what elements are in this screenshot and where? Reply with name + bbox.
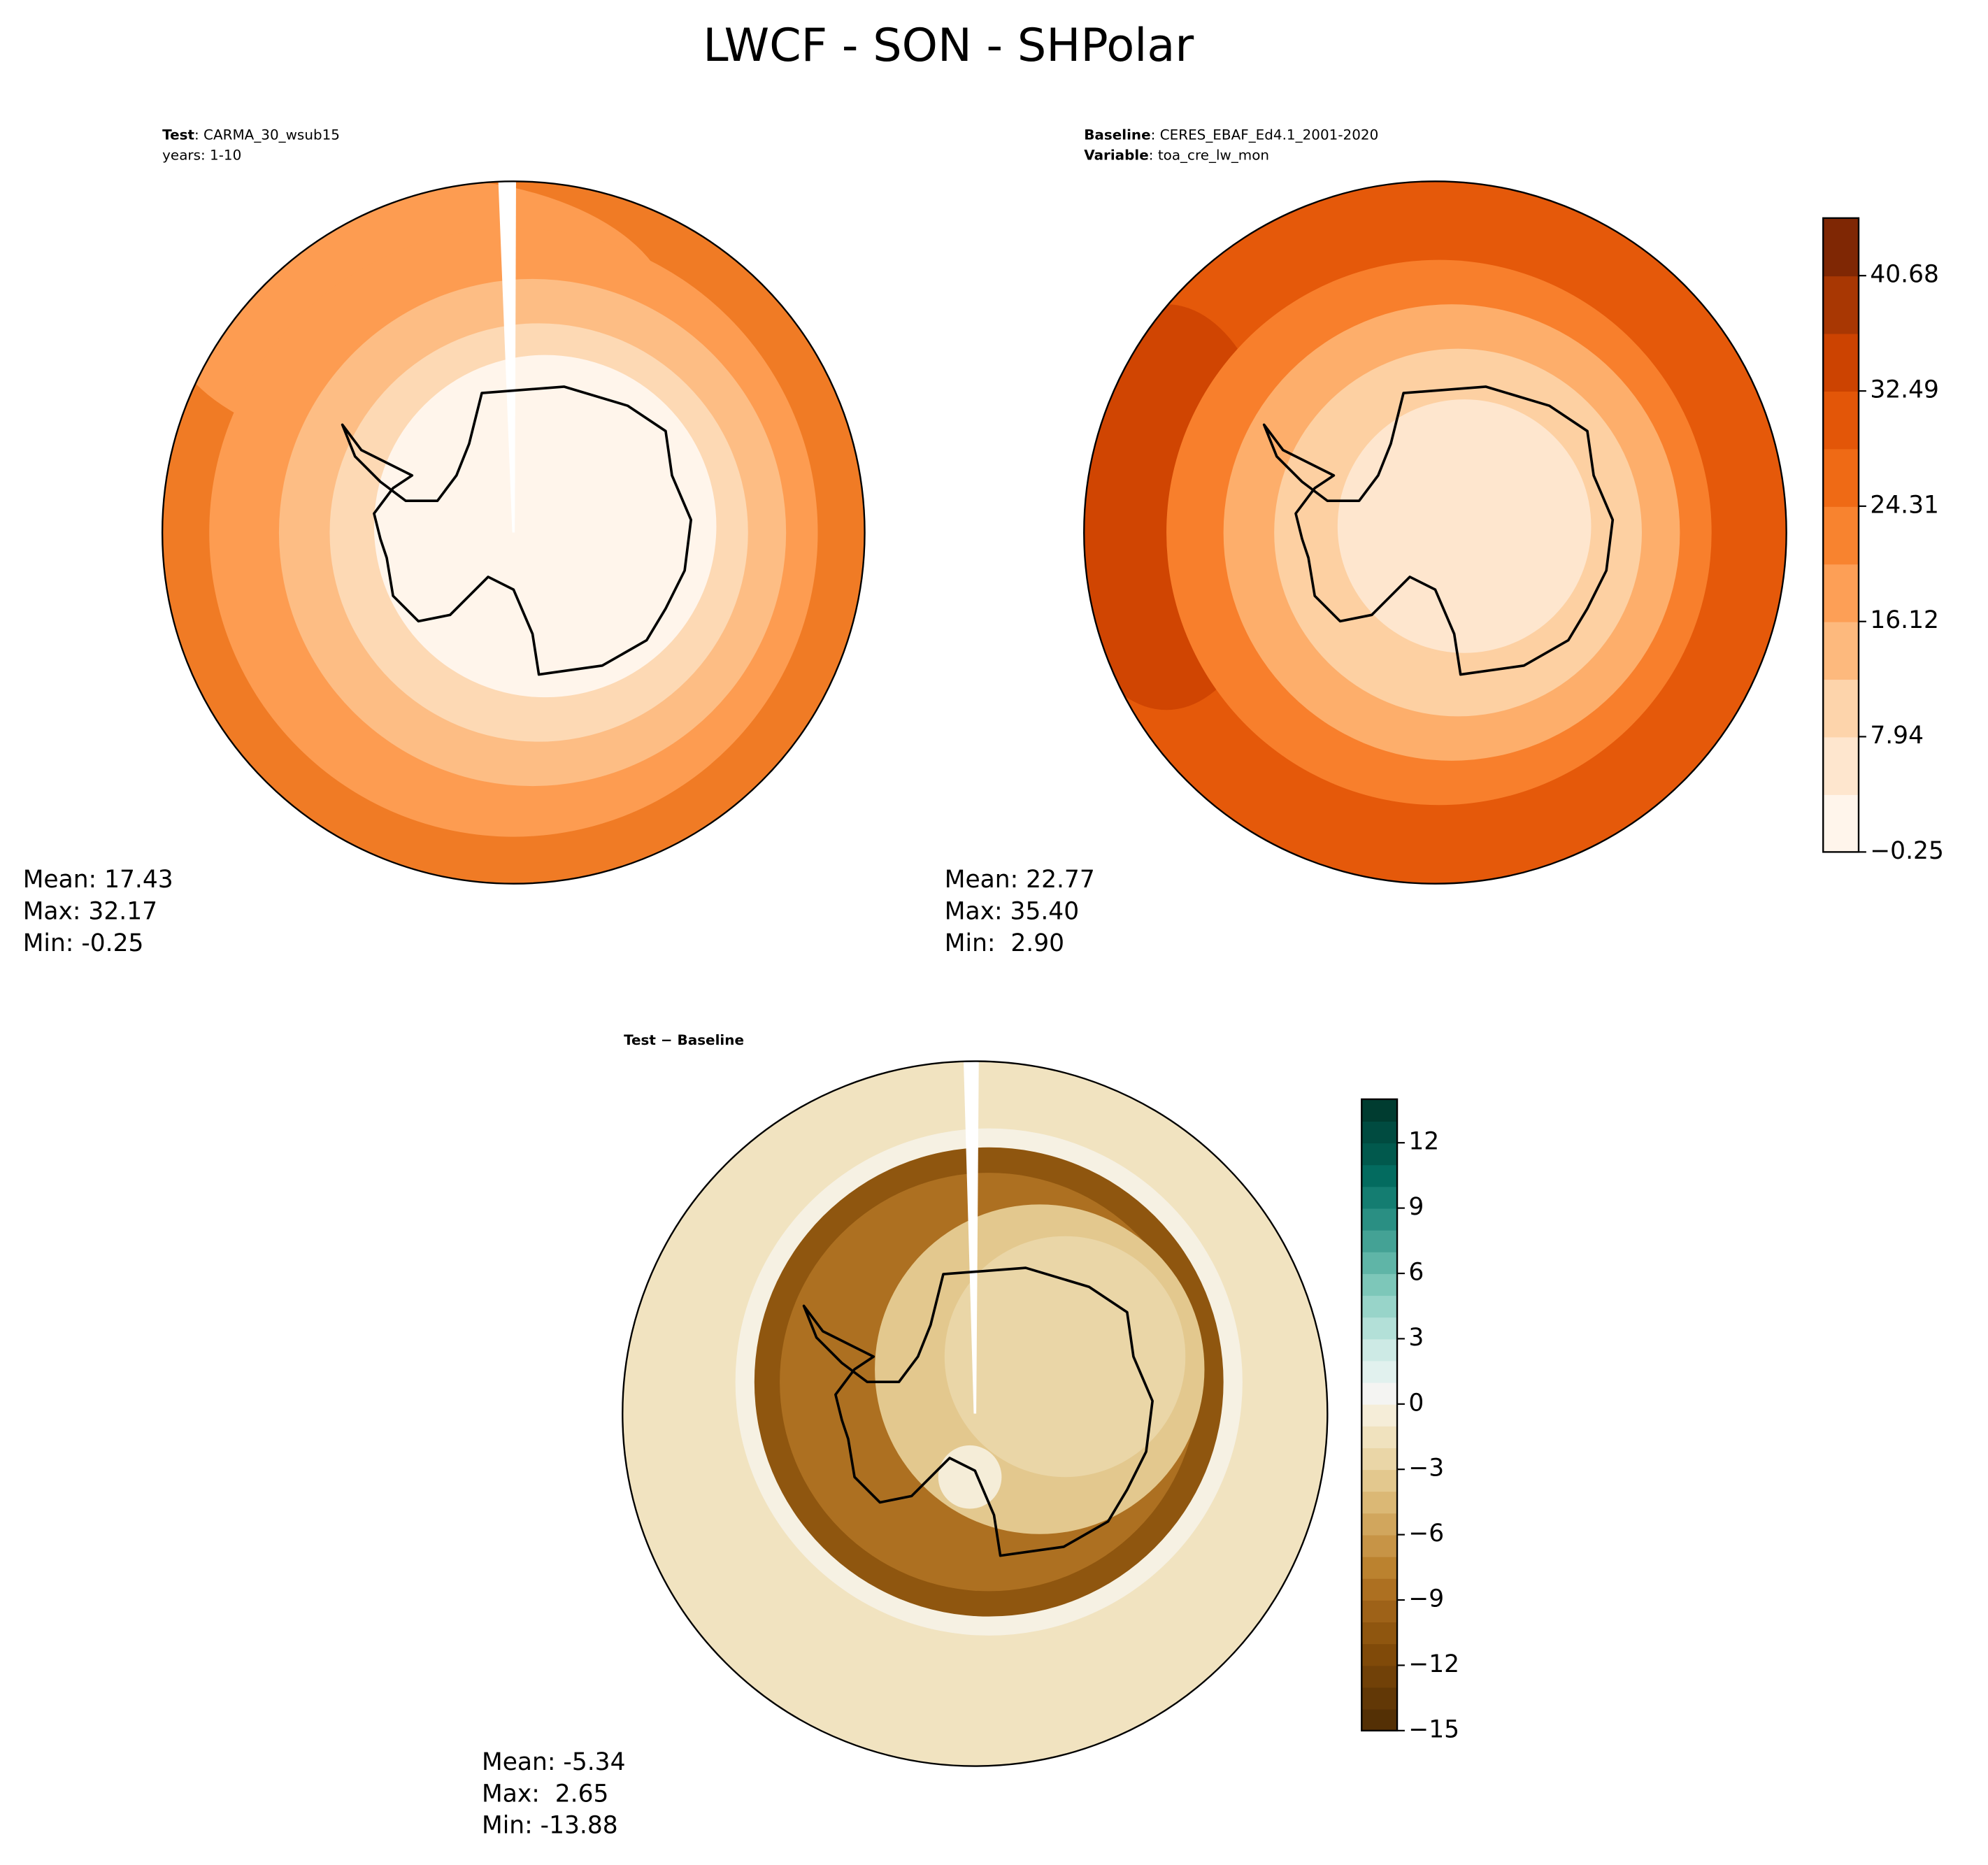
header-key: Baseline [1084,126,1150,143]
panel-header: Test: CARMA_30_wsub15 [162,126,340,143]
colorbar-tick-label: −0.25 [1870,837,1944,865]
colorbar-band [1361,1164,1398,1187]
colorbar-band [1361,1556,1398,1579]
map-baseline [1084,181,1787,884]
colorbar-band [1361,1513,1398,1536]
colorbar-band [1823,391,1859,450]
colorbar-tick-label: 0 [1408,1389,1424,1417]
colorbar-band [1361,1448,1398,1471]
colorbar-band [1361,1360,1398,1383]
colorbar-band [1361,1600,1398,1623]
colorbar-band [1823,794,1859,853]
colorbar-band [1823,217,1859,277]
header-value: : CARMA_30_wsub15 [194,126,340,143]
colorbar-band [1361,1143,1398,1166]
colorbar-band [1361,1578,1398,1601]
colorbar-band [1823,448,1859,507]
colorbar-band [1823,564,1859,622]
colorbar-tick-label: 16.12 [1870,606,1939,634]
colorbar-tick-label: 12 [1408,1128,1439,1156]
colorbar-tick-label: −15 [1408,1715,1459,1743]
header-value: years: 1-10 [162,146,241,163]
stat-line: Max: 32.17 [23,897,157,925]
header-value: : toa_cre_lw_mon [1149,146,1269,163]
colorbar-band [1823,621,1859,680]
colorbar-tick-label: −9 [1408,1585,1444,1613]
stat-line: Min: 2.90 [945,929,1064,957]
colorbar-tick-label: 40.68 [1870,261,1939,289]
colorbar-band [1823,736,1859,795]
colorbar-band [1361,1229,1398,1252]
stat-line: Mean: 17.43 [23,866,173,894]
colorbar-band [1361,1338,1398,1362]
colorbar-band [1361,1382,1398,1405]
stat-line: Min: -0.25 [23,929,144,957]
colorbar-tick-label: 9 [1408,1193,1424,1221]
header-key: Test [162,126,194,143]
colorbar-tick-label: 6 [1408,1258,1424,1286]
colorbar-band [1361,1317,1398,1340]
stat-line: Max: 2.65 [482,1780,608,1808]
panel-header: Baseline: CERES_EBAF_Ed4.1_2001-2020 [1084,126,1378,143]
colorbar-band [1361,1687,1398,1710]
colorbar-frame [1361,1098,1399,1731]
colorbar-frame [1822,217,1860,853]
colorbar-band [1361,1708,1398,1731]
colorbar-band [1361,1121,1398,1144]
panel-header: Variable: toa_cre_lw_mon [1084,146,1269,163]
colorbar-band [1361,1273,1398,1296]
colorbar-band [1361,1491,1398,1514]
colorbar-band [1361,1469,1398,1492]
colorbar-band [1823,506,1859,565]
colorbar-tick-label: −12 [1408,1650,1459,1678]
colorbar-tick-label: 32.49 [1870,376,1939,404]
panel-header: Test − Baseline [624,1031,744,1048]
header-key: Test − Baseline [624,1031,744,1048]
colorbar-band [1361,1534,1398,1557]
colorbar-tick-label: −3 [1408,1455,1444,1482]
map-test [162,181,865,884]
colorbar-band [1361,1251,1398,1274]
figure-title: LWCF - SON - SHPolar [703,19,1194,72]
colorbar-band [1361,1643,1398,1666]
colorbar-band [1361,1186,1398,1209]
stat-line: Mean: 22.77 [945,866,1095,894]
colorbar-band [1361,1403,1398,1427]
header-value: : CERES_EBAF_Ed4.1_2001-2020 [1151,126,1379,143]
stat-line: Min: -13.88 [482,1812,618,1840]
stat-line: Max: 35.40 [945,897,1079,925]
colorbar-tick-label: −6 [1408,1520,1444,1548]
colorbar-tick-label: 24.31 [1870,491,1939,519]
colorbar-band [1361,1425,1398,1448]
colorbar-band [1823,276,1859,334]
header-key: Variable [1084,146,1149,163]
colorbar-tick-label: 3 [1408,1324,1424,1352]
colorbar-band [1361,1099,1398,1122]
colorbar-band [1361,1665,1398,1688]
colorbar-band [1823,333,1859,392]
colorbar-band [1361,1295,1398,1318]
colorbar-band [1361,1208,1398,1231]
map-difference [622,1061,1328,1766]
colorbar-band [1823,679,1859,738]
colorbar-band [1361,1622,1398,1645]
stat-line: Mean: -5.34 [482,1748,625,1776]
colorbar-tick-label: 7.94 [1870,722,1924,750]
panel-header: years: 1-10 [162,146,241,163]
